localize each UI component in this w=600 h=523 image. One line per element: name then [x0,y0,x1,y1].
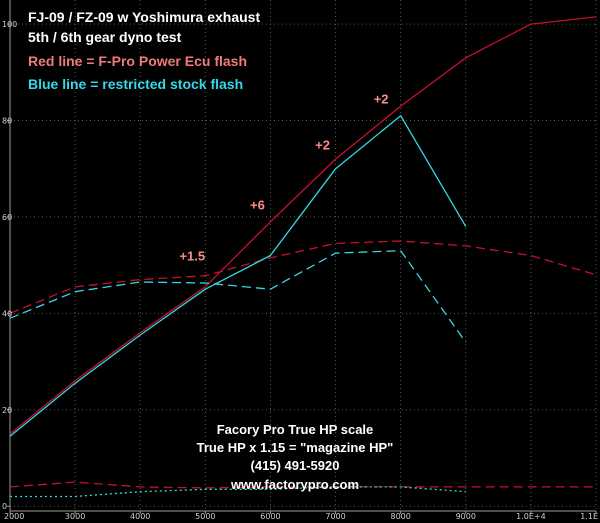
gain-label: +2 [315,137,330,152]
y-tick-label: 0 [2,502,7,511]
footer-website: www.factorypro.com [230,477,359,492]
x-tick-label: 9000 [456,512,476,521]
gain-label: +6 [250,198,265,213]
series-line-stock-power [9,115,467,437]
y-tick-label: 80 [2,117,12,126]
legend-entry-blue: Blue line = restricted stock flash [28,76,243,92]
legend-entry-red: Red line = F-Pro Power Ecu flash [28,53,247,69]
chart-subtitle: 5th / 6th gear dyno test [28,29,182,45]
series-line-stock-lower-trace [10,486,466,498]
footer-scale-note: Facory Pro True HP scale [217,422,374,437]
x-tick-label: 4000 [130,512,150,521]
footer-phone: (415) 491-5920 [251,458,340,473]
gain-label: +2 [374,92,389,107]
y-tick-label: 60 [2,213,12,222]
grid [9,0,597,511]
series-line-stock-torque [9,250,467,343]
gain-label: +1.5 [179,248,205,263]
x-tick-label: 8000 [390,512,410,521]
x-tick-label: 1.0E+4 [516,512,546,521]
x-tick-label: 6000 [260,512,280,521]
footer-multiplier-note: True HP x 1.15 = "magazine HP" [197,440,394,455]
x-tick-label: 5000 [195,512,215,521]
x-tick-label: 2000 [4,512,24,521]
series-line-f-pro-power [9,16,597,435]
y-tick-labels: 0 20 40 60 80 100 [2,20,17,511]
series-line-f-pro-torque [9,240,597,314]
x-tick-label: 7000 [325,512,345,521]
x-tick-label: 1.1E [580,512,598,521]
gain-annotations: +1.5 +6 +2 +2 [179,92,388,264]
x-tick-label: 3000 [65,512,85,521]
y-tick-label: 100 [2,20,17,29]
x-tick-labels: 2000 3000 4000 5000 6000 7000 8000 9000 1.0E+4 1.… [4,512,598,521]
y-tick-label: 20 [2,406,12,415]
series-layer [9,16,597,498]
chart-title: FJ-09 / FZ-09 w Yoshimura exhaust [28,9,260,25]
y-tick-label: 40 [2,309,12,318]
axes [7,0,597,514]
